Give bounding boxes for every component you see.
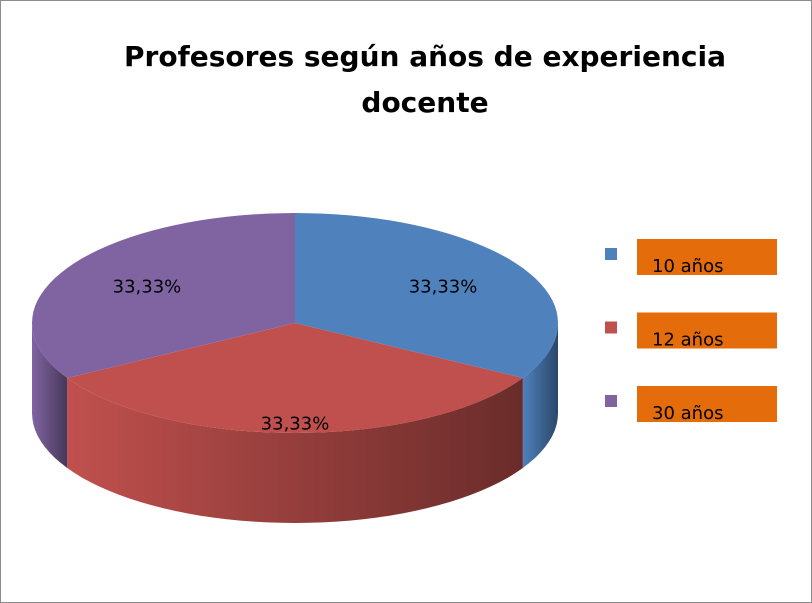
data-label: 33,33% [261, 414, 330, 435]
legend-label: 30 años [652, 403, 723, 424]
slice [32, 213, 295, 378]
slice [67, 323, 523, 433]
slice-side-shade [32, 323, 68, 468]
legend-label-box [637, 386, 777, 422]
legend-label: 12 años [652, 330, 723, 351]
chart-title: Profesores según años de experiencia doc… [124, 40, 726, 119]
legend-swatch [605, 395, 617, 407]
legend-swatch [605, 248, 617, 260]
slice [295, 213, 558, 378]
legend-label-box [637, 239, 777, 275]
slice-side-shade [67, 378, 523, 523]
slice-side-shade [522, 323, 558, 468]
data-label: 33,33% [113, 276, 182, 297]
legend-swatch [605, 321, 617, 334]
legend-label-box [637, 312, 777, 349]
data-label: 33,33% [409, 276, 478, 297]
legend-label: 10 años [652, 256, 723, 277]
